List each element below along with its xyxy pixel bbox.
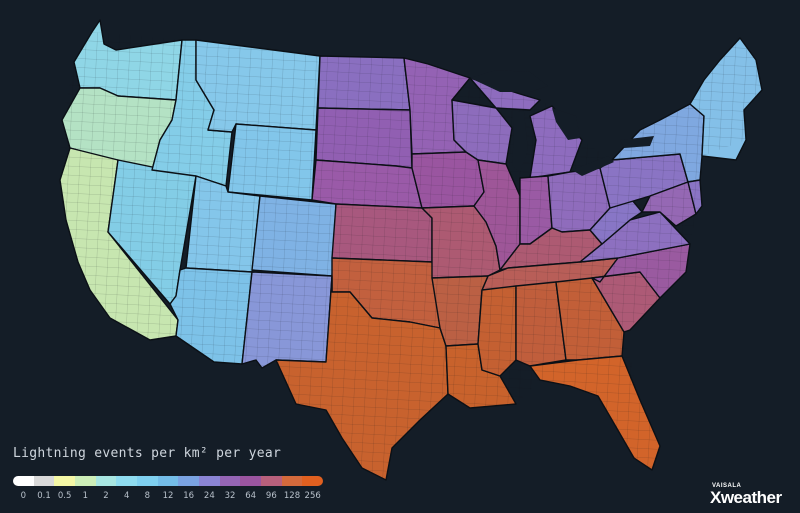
legend-tick-label: 0.1	[37, 491, 51, 501]
legend-ticks: 0 0.1 0.5 1 2 4 8 12 16 24 32 64 96 128 256	[13, 491, 323, 505]
county-texture	[60, 32, 762, 480]
legend-tick-label: 16	[183, 491, 195, 501]
lake-ontario	[620, 136, 654, 148]
legend-color-bar	[13, 476, 323, 486]
lake-superior	[470, 70, 548, 92]
legend-tick-label: 24	[203, 491, 215, 501]
legend-swatch	[137, 476, 158, 486]
legend-tick-label: 8	[144, 491, 151, 501]
legend-swatch	[261, 476, 282, 486]
lake-huron	[552, 108, 580, 140]
legend-swatch	[178, 476, 200, 486]
legend-tick-label: 256	[304, 491, 321, 501]
vaisala-xweather-logo: VAISALA Xweather	[700, 483, 795, 509]
legend-swatch	[219, 476, 241, 486]
legend-tick-label: 128	[283, 491, 301, 501]
legend-tick-label: 32	[224, 491, 236, 501]
legend-tick-label: 0.5	[57, 491, 72, 501]
legend-tick-label: 12	[162, 491, 174, 501]
legend-swatch	[75, 476, 96, 486]
legend-swatch	[157, 476, 179, 486]
legend-swatch	[199, 476, 220, 486]
legend-swatch	[13, 476, 34, 486]
legend-swatch	[54, 476, 76, 486]
legend-tick-label: 1	[82, 491, 89, 501]
lake-michigan	[512, 110, 528, 172]
brand-small-text: VAISALA	[712, 483, 742, 489]
legend-swatch	[240, 476, 262, 486]
legend-swatch	[33, 476, 55, 486]
legend-tick-label: 64	[245, 491, 257, 501]
brand-main-text: Xweather	[710, 488, 782, 507]
lake-erie	[572, 156, 614, 176]
legend-tick-label: 0	[20, 491, 27, 501]
legend-tick-label: 96	[265, 491, 277, 501]
legend-swatch	[116, 476, 138, 486]
legend-title: Lightning events per km² per year	[13, 446, 282, 461]
legend-swatch	[281, 476, 303, 486]
legend-tick-label: 4	[123, 491, 130, 501]
legend-tick-label: 2	[103, 491, 109, 501]
legend-swatch	[95, 476, 117, 486]
legend-swatch	[302, 476, 323, 486]
